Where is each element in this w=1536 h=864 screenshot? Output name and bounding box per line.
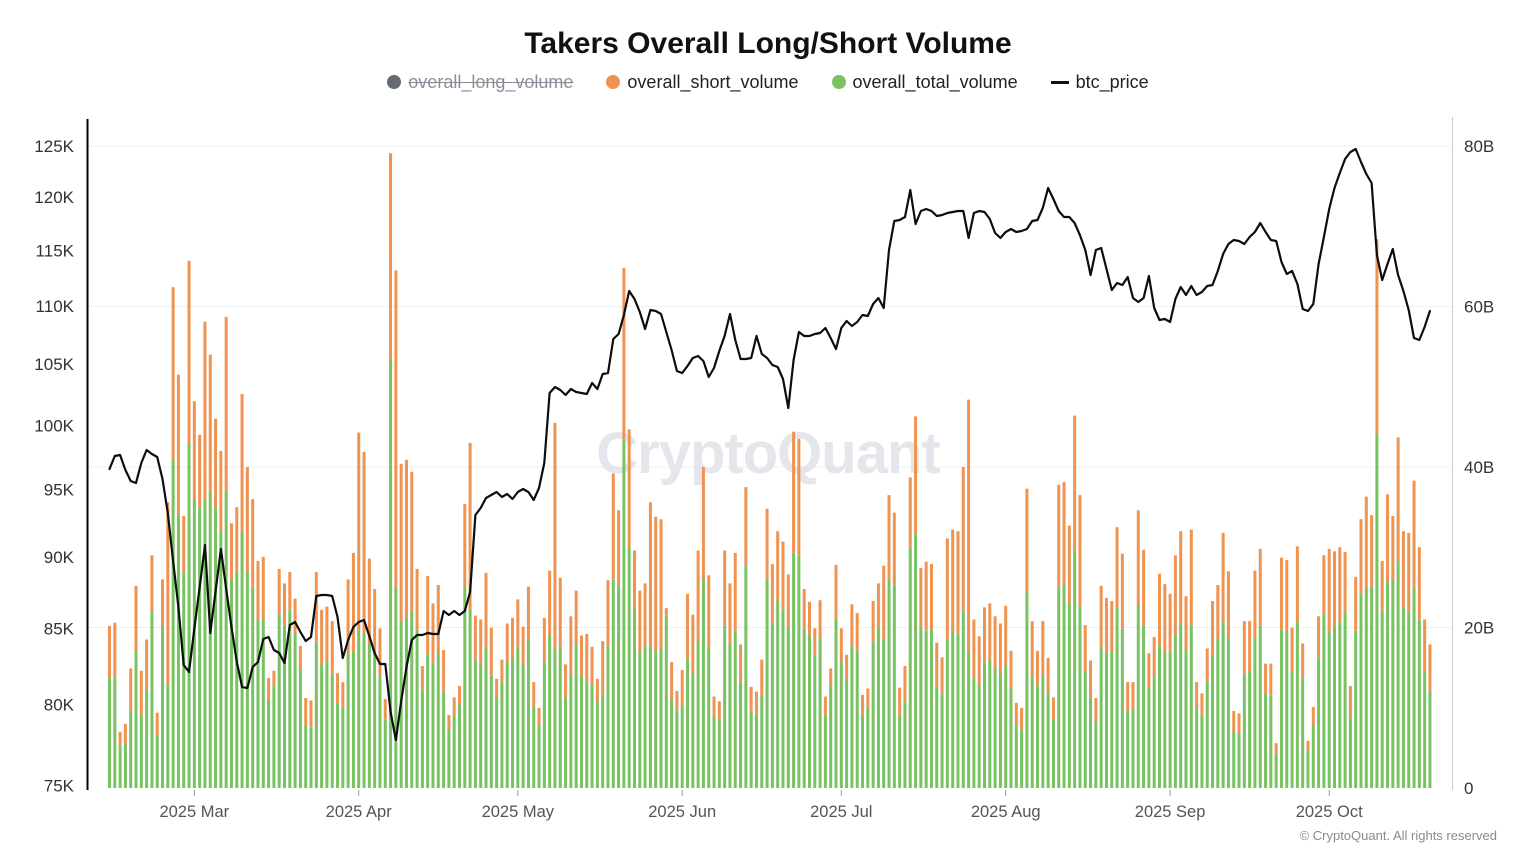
svg-text:2025 Apr: 2025 Apr: [326, 803, 393, 821]
svg-text:2025 Sep: 2025 Sep: [1135, 803, 1206, 821]
svg-text:85K: 85K: [44, 620, 75, 639]
svg-text:110K: 110K: [36, 297, 75, 316]
svg-text:40B: 40B: [1464, 458, 1494, 477]
svg-text:2025 Mar: 2025 Mar: [159, 803, 229, 821]
svg-text:100K: 100K: [34, 416, 74, 435]
svg-text:2025 Aug: 2025 Aug: [971, 803, 1041, 821]
svg-text:CryptoQuant: CryptoQuant: [596, 421, 940, 486]
svg-text:125K: 125K: [34, 137, 74, 156]
svg-text:2025 Jun: 2025 Jun: [648, 803, 716, 821]
svg-text:105K: 105K: [34, 355, 74, 374]
svg-text:80K: 80K: [44, 696, 75, 715]
svg-text:120K: 120K: [34, 188, 74, 207]
svg-text:60B: 60B: [1464, 298, 1494, 317]
svg-text:90K: 90K: [44, 548, 75, 567]
svg-text:20B: 20B: [1464, 619, 1494, 638]
svg-text:2025 Jul: 2025 Jul: [810, 803, 872, 821]
svg-text:© CryptoQuant. All rights rese: © CryptoQuant. All rights reserved: [1300, 828, 1497, 843]
svg-text:0: 0: [1464, 779, 1473, 798]
svg-text:2025 Oct: 2025 Oct: [1296, 803, 1363, 821]
svg-text:95K: 95K: [44, 481, 75, 500]
svg-text:80B: 80B: [1464, 137, 1494, 156]
svg-text:75K: 75K: [44, 776, 75, 795]
svg-text:115K: 115K: [36, 241, 75, 260]
svg-text:2025 May: 2025 May: [482, 803, 555, 821]
